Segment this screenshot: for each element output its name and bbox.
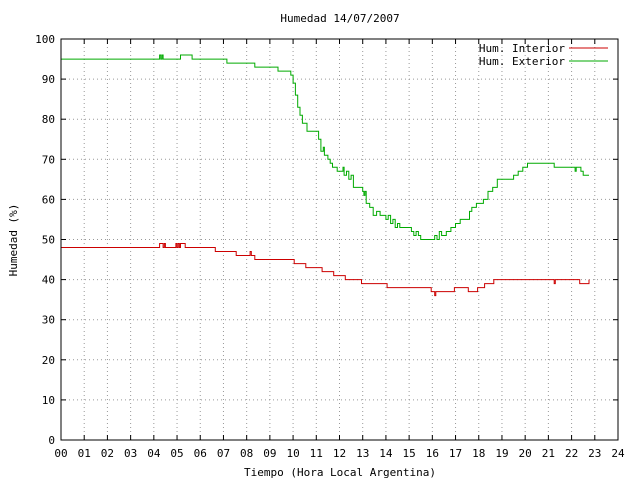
series-layer (61, 54, 590, 297)
y-tick-label: 40 (42, 274, 55, 287)
x-tick-label: 09 (263, 447, 276, 460)
y-tick-label: 60 (42, 193, 55, 206)
series-line-exterior (61, 54, 589, 240)
x-tick-label: 14 (379, 447, 393, 460)
x-tick-label: 18 (472, 447, 485, 460)
x-tick-label: 06 (194, 447, 207, 460)
y-tick-label: 100 (35, 33, 55, 46)
x-tick-label: 21 (542, 447, 555, 460)
x-tick-label: 15 (403, 447, 416, 460)
x-axis-label: Tiempo (Hora Local Argentina) (244, 466, 436, 479)
y-tick-label: 90 (42, 73, 55, 86)
x-tick-label: 07 (217, 447, 230, 460)
y-tick-label: 30 (42, 314, 55, 327)
y-tick-label: 10 (42, 394, 55, 407)
y-axis-label: Humedad (%) (7, 204, 20, 277)
x-tick-label: 02 (101, 447, 114, 460)
chart-title: Humedad 14/07/2007 (280, 12, 399, 25)
x-tick-label: 05 (170, 447, 183, 460)
legend-label-interior: Hum. Interior (479, 42, 565, 55)
x-tick-label: 01 (78, 447, 91, 460)
tick-layer: 00 01 02 03 04 05 06 07 08 09 10 11 12 13 14 15 16 17 18 19… (35, 33, 625, 460)
x-tick-label: 03 (124, 447, 137, 460)
x-tick-label: 23 (588, 447, 601, 460)
x-tick-label: 13 (356, 447, 369, 460)
x-tick-label: 16 (426, 447, 439, 460)
x-tick-label: 00 (54, 447, 67, 460)
x-tick-label: 08 (240, 447, 253, 460)
x-tick-label: 20 (519, 447, 532, 460)
y-tick-label: 0 (48, 434, 55, 447)
x-tick-label: 04 (147, 447, 161, 460)
x-tick-label: 11 (310, 447, 323, 460)
legend: Hum. Interior Hum. Exterior (479, 42, 608, 68)
y-tick-label: 50 (42, 234, 55, 247)
x-tick-label: 24 (611, 447, 625, 460)
x-tick-label: 17 (449, 447, 462, 460)
legend-label-exterior: Hum. Exterior (479, 55, 565, 68)
grid-lines (61, 39, 618, 440)
y-tick-label: 80 (42, 113, 55, 126)
x-tick-label: 10 (286, 447, 299, 460)
y-tick-label: 70 (42, 153, 55, 166)
x-tick-label: 19 (495, 447, 508, 460)
y-tick-label: 20 (42, 354, 55, 367)
x-tick-label: 12 (333, 447, 346, 460)
series-line-interior (61, 243, 590, 297)
x-tick-label: 22 (565, 447, 578, 460)
